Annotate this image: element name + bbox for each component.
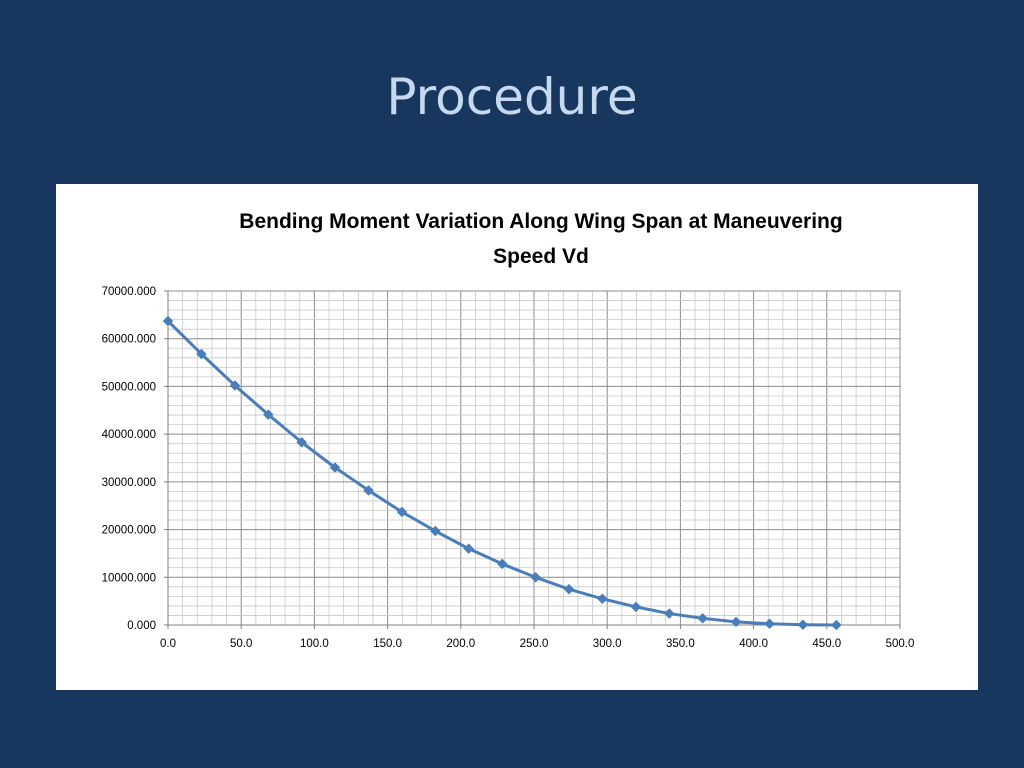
y-tick-label: 10000.000 <box>102 572 156 584</box>
data-point-marker <box>329 462 341 473</box>
x-tick-label: 500.0 <box>886 638 915 650</box>
data-point-marker <box>597 593 608 605</box>
y-tick-label: 70000.000 <box>102 286 156 298</box>
y-tick-label: 60000.000 <box>102 334 156 346</box>
chart-title-line-2: Speed Vd <box>493 245 589 268</box>
y-tick-label: 20000.000 <box>102 525 156 537</box>
data-point-marker <box>162 315 174 327</box>
x-tick-label: 300.0 <box>593 638 622 650</box>
y-tick-label: 30000.000 <box>102 477 156 489</box>
chart-panel: Bending Moment Variation Along Wing Span… <box>56 184 978 690</box>
data-point-marker <box>229 380 241 391</box>
data-point-marker <box>429 525 441 537</box>
data-point-marker <box>530 571 541 583</box>
data-point-marker <box>396 506 408 518</box>
x-tick-label: 100.0 <box>300 638 329 650</box>
data-point-marker <box>563 583 575 595</box>
data-point-marker <box>663 608 675 619</box>
y-tick-label: 50000.000 <box>102 381 156 393</box>
series-line <box>166 319 837 627</box>
line-chart: Bending Moment Variation Along Wing Span… <box>102 210 915 650</box>
slide-title: Procedure <box>386 68 638 126</box>
y-tick-label: 40000.000 <box>102 429 156 441</box>
data-point-marker <box>830 619 842 631</box>
data-point-marker <box>196 348 207 360</box>
x-tick-label: 350.0 <box>666 638 695 650</box>
data-point-marker <box>363 485 374 496</box>
data-point-marker <box>296 436 308 448</box>
data-point-marker <box>764 618 775 630</box>
data-point-marker <box>697 612 709 624</box>
chart-grid <box>167 290 901 626</box>
y-tick-label: 0.000 <box>127 620 156 632</box>
data-point-marker <box>463 543 475 555</box>
x-tick-label: 250.0 <box>520 638 549 650</box>
data-point-marker <box>797 619 809 631</box>
data-point-marker <box>496 558 508 570</box>
x-tick-label: 150.0 <box>373 638 402 650</box>
tick-labels: 0.0 50.0 100.0 150.0 200.0 250.0 300.0 350.0 400… <box>102 286 915 650</box>
data-point-marker <box>730 616 742 628</box>
data-point-marker <box>262 409 274 420</box>
x-tick-label: 50.0 <box>230 638 252 650</box>
x-tick-label: 0.0 <box>160 638 176 650</box>
x-tick-label: 450.0 <box>812 638 841 650</box>
data-series <box>162 315 842 631</box>
data-point-marker <box>630 601 642 613</box>
x-tick-label: 200.0 <box>446 638 475 650</box>
chart-title-line-1: Bending Moment Variation Along Wing Span… <box>239 210 842 233</box>
x-tick-label: 400.0 <box>739 638 768 650</box>
